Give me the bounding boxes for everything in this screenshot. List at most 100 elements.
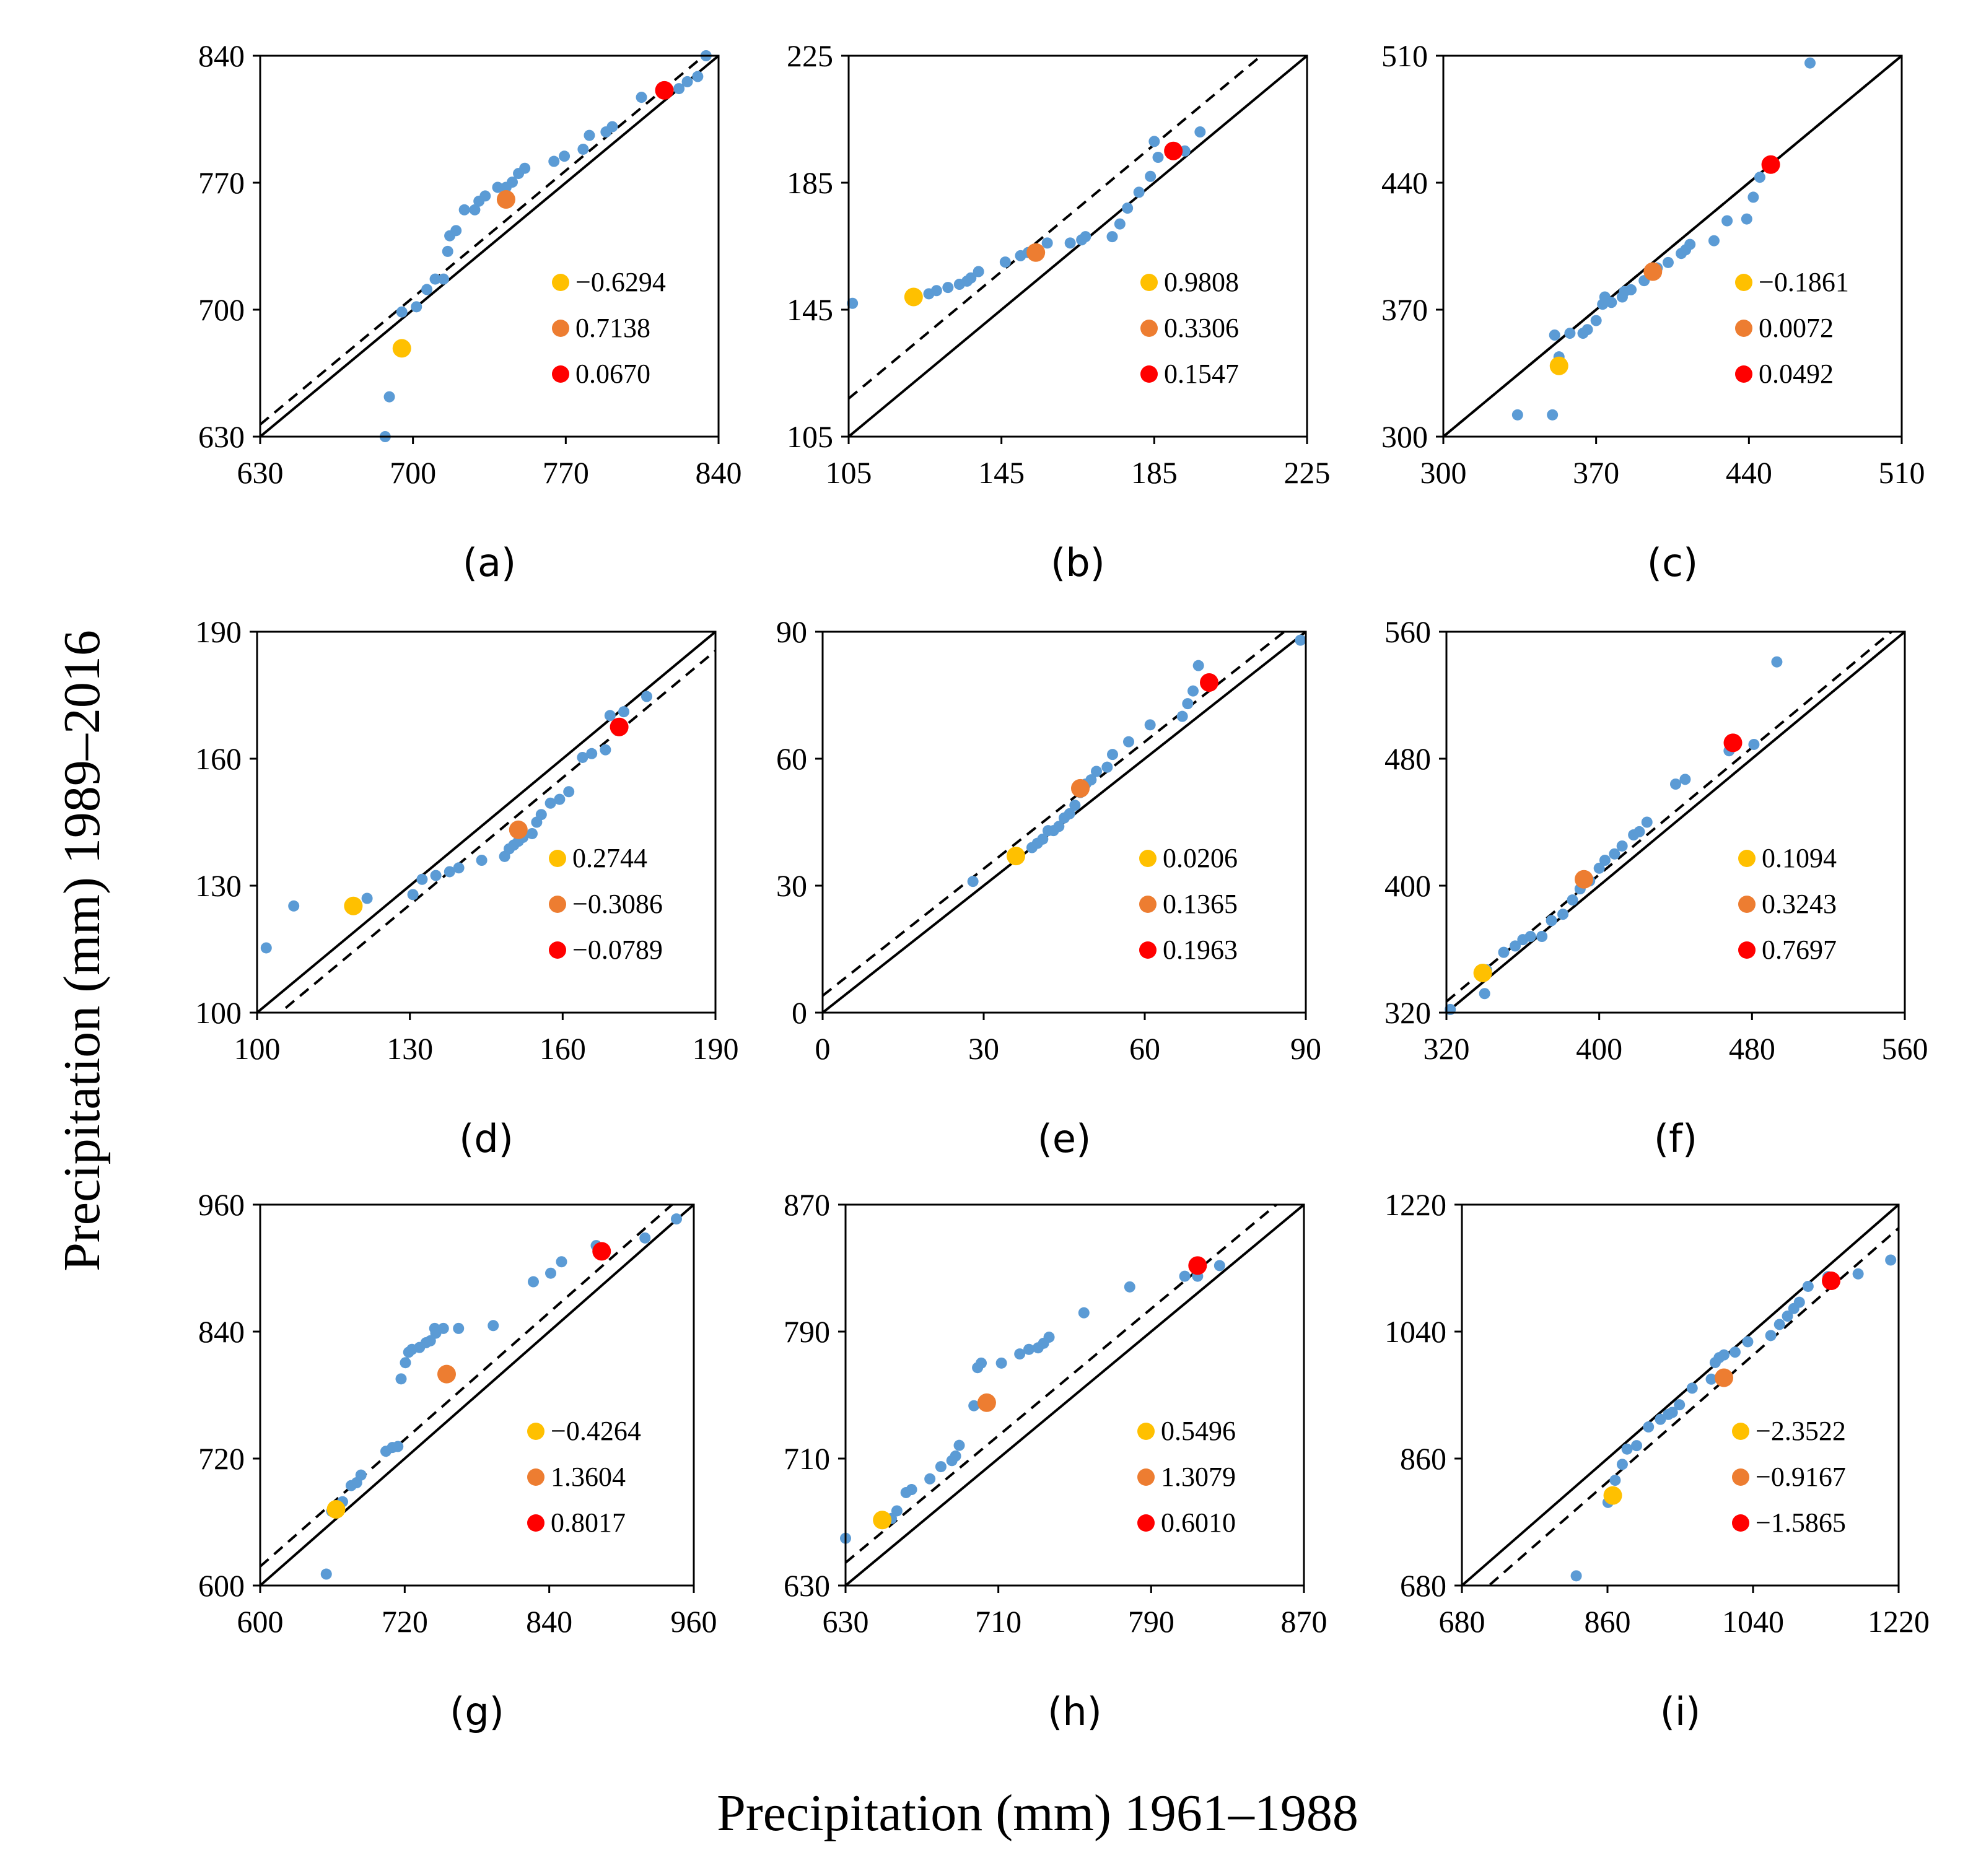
panel-f-point <box>1510 940 1521 952</box>
panel-h-highlight-point-1 <box>873 1511 892 1530</box>
panel-a-legend-value-3: 0.0670 <box>575 359 650 389</box>
panel-a-y-tick-label: 700 <box>198 292 245 327</box>
panel-g-legend-marker-3 <box>527 1514 544 1532</box>
panel-b-point <box>1064 237 1076 249</box>
panel-d-legend-value-1: 0.2744 <box>572 843 647 873</box>
panel-i-highlight-point-2 <box>1715 1368 1733 1387</box>
panel-h-x-tick-label: 870 <box>1281 1604 1327 1639</box>
panel-f-point <box>1599 855 1611 866</box>
panel-i-dashed-line <box>1487 1227 1899 1586</box>
panel-g-legend-marker-1 <box>527 1423 544 1440</box>
panel-c-point <box>1684 238 1696 250</box>
panel-g-point <box>488 1320 499 1332</box>
panel-g-x-tick-label: 600 <box>237 1604 284 1639</box>
panel-b-point <box>1114 218 1126 230</box>
panel-c-point <box>1590 315 1602 326</box>
panel-i-x-tick-label: 680 <box>1439 1604 1485 1639</box>
panel-b-point <box>847 297 859 309</box>
panel-h-legend-value-3: 0.6010 <box>1161 1507 1236 1538</box>
panel-i-highlight-point-1 <box>1603 1486 1622 1505</box>
panel-c-dashed-line <box>1443 56 1902 437</box>
panel-e-highlight-point-1 <box>1007 847 1025 866</box>
panel-b-point <box>965 272 977 284</box>
panel-f-point <box>1771 656 1783 668</box>
panel-h-point <box>976 1357 987 1369</box>
panel-h-x-tick-label: 630 <box>823 1604 869 1639</box>
panel-g-legend-value-1: −0.4264 <box>551 1416 641 1446</box>
panel-d-point <box>563 786 575 798</box>
panel-h-y-tick-label: 710 <box>784 1441 830 1476</box>
panel-i-point <box>1852 1268 1864 1280</box>
panel-f-x-tick-label: 480 <box>1729 1031 1775 1066</box>
panel-a-legend-marker-3 <box>552 365 569 383</box>
panel-a-point <box>442 245 453 257</box>
panel-b-x-tick-label: 145 <box>978 455 1025 490</box>
panel-f-legend-value-2: 0.3243 <box>1762 889 1837 919</box>
panel-d-point <box>618 706 629 718</box>
panel-f-point <box>1567 894 1578 906</box>
panel-c-legend-value-1: −0.1861 <box>1759 267 1849 297</box>
panel-d: 100 130 160 190 100 130 160 190 0.2744 −0.3086 −0.… <box>195 614 739 1161</box>
panel-f-highlight-point-3 <box>1723 733 1743 753</box>
panel-a: 630 700 770 840 630 700 770 840 −0.6294 0.7138 0.0… <box>198 38 742 585</box>
panel-b-point <box>1194 126 1206 137</box>
panel-b-point <box>1122 203 1134 214</box>
panel-b-point <box>1152 152 1164 163</box>
panel-f-legend-marker-1 <box>1738 850 1756 867</box>
panel-c-point <box>1741 213 1752 225</box>
panel-h-y-tick-label: 870 <box>784 1187 830 1222</box>
panel-g-legend-value-2: 1.3604 <box>551 1462 626 1492</box>
panel-g-point <box>392 1441 404 1452</box>
panel-d-y-tick-label: 130 <box>195 868 242 903</box>
panel-c-point <box>1754 172 1765 183</box>
panel-h-point <box>1023 1343 1034 1355</box>
panel-d-highlight-point-2 <box>509 820 528 839</box>
panel-a-point <box>492 181 504 193</box>
panel-h-label: (h) <box>1047 1689 1102 1734</box>
panel-d-legend-marker-1 <box>549 850 566 867</box>
panel-a-dashed-line <box>260 56 706 425</box>
panel-i-point <box>1773 1319 1785 1330</box>
panel-a-point <box>507 177 518 188</box>
panel-f-point <box>1593 862 1605 874</box>
panel-d-point <box>535 809 547 821</box>
panel-b-point <box>930 285 942 297</box>
panel-h-point <box>1179 1270 1191 1282</box>
panel-a-point <box>458 204 470 216</box>
panel-a-point <box>429 273 441 285</box>
panel-e-y-tick-label: 90 <box>776 614 807 649</box>
panel-b-x-tick-label: 185 <box>1131 455 1178 490</box>
panel-a-point <box>606 121 618 133</box>
panel-i-point <box>1686 1382 1698 1394</box>
panel-h-point <box>935 1461 947 1473</box>
panel-f-legend-value-3: 0.7697 <box>1762 935 1837 965</box>
panel-c: 300 370 440 510 300 370 440 510 −0.1861 0.0072 0.0… <box>1381 38 1925 585</box>
panel-e-point <box>1037 833 1049 845</box>
panel-g-y-tick-label: 720 <box>198 1441 245 1476</box>
panel-c-legend-marker-3 <box>1735 365 1752 383</box>
panel-a-legend-value-1: −0.6294 <box>575 267 666 297</box>
panel-e-label: (e) <box>1038 1116 1091 1161</box>
panel-e-legend-value-3: 0.1963 <box>1163 935 1238 965</box>
panel-g-point <box>437 1322 449 1334</box>
panel-b-dashed-line <box>849 56 1264 400</box>
panel-i-point <box>1609 1475 1621 1486</box>
panel-f-point <box>1670 779 1681 790</box>
panel-e-point <box>1053 821 1065 832</box>
panel-a-point <box>450 225 462 237</box>
panel-c-frame <box>1442 55 1903 438</box>
panel-h-legend-marker-2 <box>1137 1468 1155 1486</box>
panel-e-legend-value-1: 0.0206 <box>1163 843 1238 873</box>
panel-g-legend-marker-2 <box>527 1468 544 1486</box>
panel-c-highlight-point-3 <box>1761 155 1780 174</box>
panel-d-point <box>260 942 272 954</box>
panel-e-point <box>1176 710 1188 722</box>
panel-c-label: (c) <box>1647 540 1698 585</box>
panel-c-highlight-point-2 <box>1643 262 1663 281</box>
panel-f-point <box>1524 931 1536 942</box>
panel-g-point <box>400 1357 411 1369</box>
panel-g-point <box>320 1568 332 1580</box>
panel-i-point <box>1621 1443 1633 1455</box>
panel-h-point <box>1214 1260 1225 1272</box>
panel-i-point <box>1729 1346 1741 1358</box>
